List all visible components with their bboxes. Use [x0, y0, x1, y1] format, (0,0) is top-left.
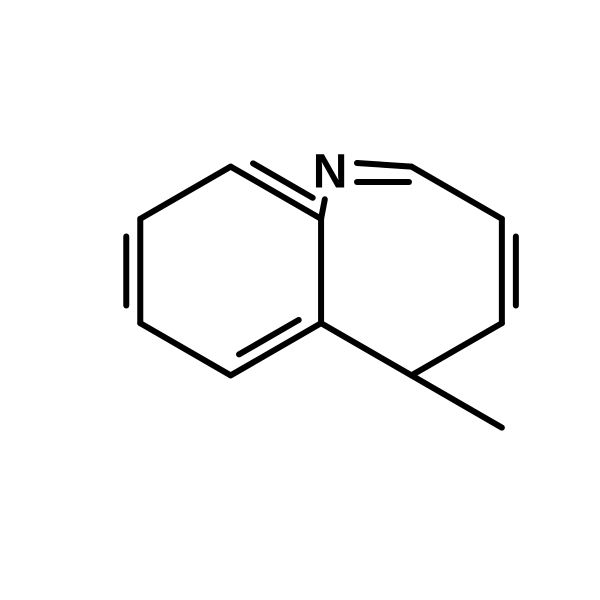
bond-line [239, 320, 299, 354]
bond-line [411, 375, 501, 427]
molecule-canvas: N [0, 0, 600, 600]
bond-line [321, 199, 325, 218]
bond-line [411, 323, 501, 375]
bond-line [253, 163, 313, 197]
bond-line [411, 167, 501, 219]
bond-line [321, 323, 411, 375]
atom-label-n: N [313, 145, 348, 198]
bond-line [140, 323, 230, 375]
bond-line [357, 163, 411, 167]
bond-line [140, 167, 230, 219]
